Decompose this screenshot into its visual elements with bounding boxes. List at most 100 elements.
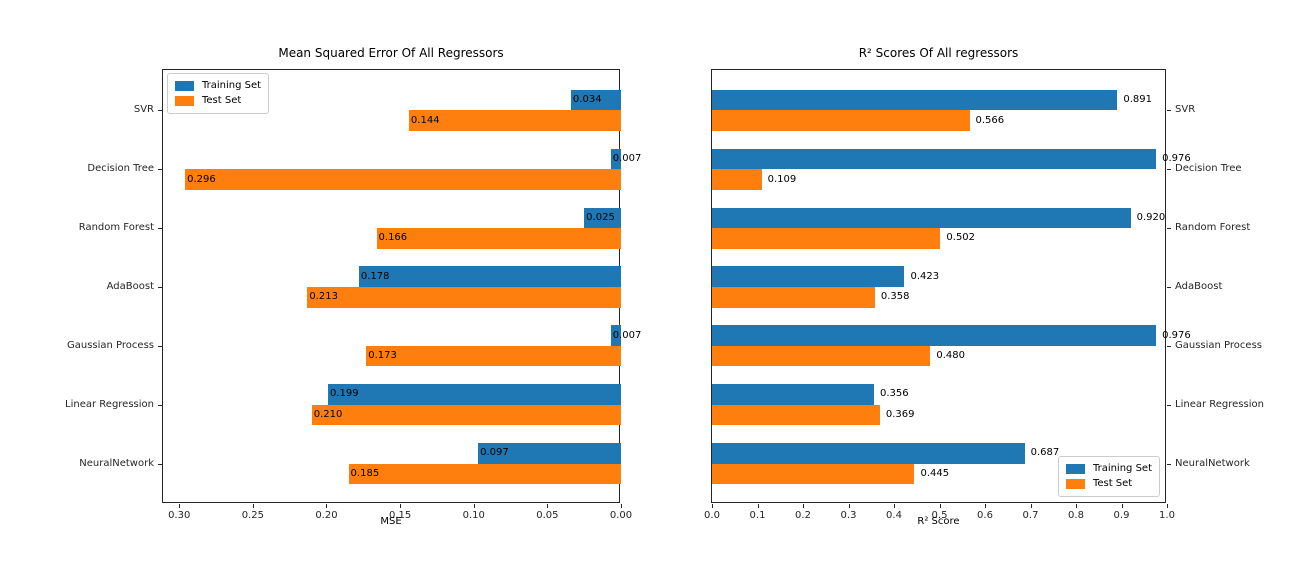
y-tick-svr [1167,110,1171,112]
legend-label-test-set: Test Set [202,95,242,106]
bar-test-set-gaussian-process [366,345,621,367]
y-tick-gaussian-process [1167,345,1171,347]
bar-value-label-test-set-random-forest: 0.166 [378,232,408,244]
bar-test-set-random-forest [712,228,941,249]
bar-value-label-test-set-linear-regression: 0.369 [885,409,915,421]
bar-training-set-random-forest [584,207,621,229]
bar-test-set-decision-tree [185,169,621,190]
x-tick-label-0.20: 0.20 [315,510,338,521]
bar-value-label-training-set-adaboost: 0.423 [910,270,940,282]
x-tick-0.2 [803,504,804,508]
x-tick-label-0.05: 0.05 [536,510,559,521]
x-tick-0.10 [473,504,475,508]
bar-value-label-test-set-linear-regression: 0.210 [313,409,343,421]
y-tick-label-neuralnetwork: NeuralNetwork [1175,457,1250,469]
x-tick-label-0.8: 0.8 [1068,510,1084,521]
bar-training-set-decision-tree [610,148,621,170]
legend-swatch-training-set [175,81,194,91]
legend-item-training-set: Training Set [1065,462,1152,476]
x-tick-1.0 [1167,504,1168,508]
bar-value-label-test-set-neuralnetwork: 0.185 [350,467,380,479]
bar-test-set-decision-tree [712,169,762,190]
y-tick-label-linear-regression: Linear Regression [1175,398,1264,410]
bar-value-label-training-set-gaussian-process: 0.007 [612,329,642,341]
y-tick-label-decision-tree: Decision Tree [1175,163,1242,175]
legend-item-training-set: Training Set [175,79,261,93]
x-tick-label-0.2: 0.2 [795,510,811,521]
bar-test-set-neuralnetwork [348,463,621,485]
bar-training-set-decision-tree [712,148,1157,170]
y-tick-label-linear-regression: Linear Regression [65,398,154,410]
y-tick-linear-regression [158,404,162,406]
legend-label-training-set: Training Set [202,80,262,91]
bar-training-set-adaboost [358,266,621,287]
bar-training-set-svr [712,89,1118,111]
bar-value-label-training-set-decision-tree: 0.007 [612,152,642,164]
x-tick-label-0.3: 0.3 [840,510,857,521]
x-tick-0.6 [985,504,986,508]
y-tick-label-svr: SVR [133,104,154,116]
y-tick-neuralnetwork [1167,463,1171,465]
x-tick-0.4 [894,504,895,508]
y-tick-neuralnetwork [158,463,162,465]
x-tick-label-0.0: 0.0 [704,510,720,521]
y-tick-random-forest [158,228,162,230]
y-tick-label-neuralnetwork: NeuralNetwork [79,457,154,469]
chart-title-mse: Mean Squared Error Of All Regressors [278,46,504,60]
legend-item-test-set: Test Set [175,94,261,108]
legend-swatch-test-set [1065,479,1085,489]
y-tick-label-random-forest: Random Forest [78,222,154,234]
x-tick-label-0.6: 0.6 [977,510,993,521]
bar-test-set-adaboost [307,287,621,308]
bar-value-label-test-set-decision-tree: 0.109 [767,173,797,185]
bar-test-set-neuralnetwork [712,463,915,485]
legend-swatch-test-set [175,96,194,106]
y-tick-adaboost [158,287,162,288]
y-tick-label-gaussian-process: Gaussian Process [1175,339,1262,351]
y-tick-decision-tree [158,169,162,171]
bar-value-label-test-set-neuralnetwork: 0.445 [920,467,950,479]
y-tick-decision-tree [1167,169,1171,171]
chart-title-r2: R² Scores Of All regressors [858,46,1019,60]
x-tick-0.00 [621,504,622,508]
bar-training-set-adaboost [712,266,905,287]
bar-training-set-neuralnetwork [712,443,1025,464]
bar-training-set-neuralnetwork [478,443,621,464]
bar-value-label-training-set-linear-regression: 0.199 [329,388,359,400]
x-tick-label-0.15: 0.15 [388,510,412,521]
bar-training-set-random-forest [712,207,1131,229]
bar-value-label-training-set-neuralnetwork: 0.097 [480,447,509,459]
x-tick-label-0.4: 0.4 [886,510,902,521]
legend-label-training-set: Training Set [1092,463,1152,474]
x-tick-label-0.9: 0.9 [1113,510,1130,521]
legend: Training Set Test Set [1057,456,1160,497]
y-tick-svr [158,110,162,112]
bar-test-set-linear-regression [712,404,880,426]
bar-test-set-svr [712,110,970,131]
x-tick-0.15 [400,504,402,508]
y-tick-random-forest [1167,228,1171,230]
bar-value-label-test-set-adaboost: 0.358 [880,291,910,303]
y-tick-label-adaboost: AdaBoost [106,281,154,292]
bar-value-label-test-set-gaussian-process: 0.480 [936,350,966,362]
legend: Training Set Test Set [167,73,270,114]
bar-value-label-test-set-svr: 0.144 [410,114,440,126]
plot-area-mse: 0.034 0.144 SVR 0.007 0.296 Decision Tree 0.02… [65,69,641,521]
bar-test-set-adaboost [712,287,875,308]
legend-label-test-set: Test Set [1092,478,1133,489]
x-tick-0.8 [1076,504,1077,508]
bar-value-label-training-set-random-forest: 0.025 [586,211,615,223]
bar-value-label-training-set-gaussian-process: 0.976 [1162,329,1191,341]
bar-test-set-gaussian-process [712,345,931,367]
plot-area-r2: 0.891 0.566 SVR 0.976 0.109 Decision Tree 0.92… [704,69,1264,521]
x-tick-label-0.1: 0.1 [749,510,766,521]
x-axis-label-r2: R² Score [917,516,960,527]
bar-value-label-test-set-gaussian-process: 0.173 [368,350,397,362]
x-tick-label-0.7: 0.7 [1022,510,1039,521]
y-tick-label-adaboost: AdaBoost [1175,281,1223,292]
bar-value-label-training-set-random-forest: 0.920 [1136,211,1166,223]
bar-value-label-training-set-svr: 0.891 [1123,94,1153,106]
bar-value-label-training-set-svr: 0.034 [572,94,602,106]
x-tick-0.7 [1030,504,1032,508]
y-tick-label-gaussian-process: Gaussian Process [67,339,154,351]
